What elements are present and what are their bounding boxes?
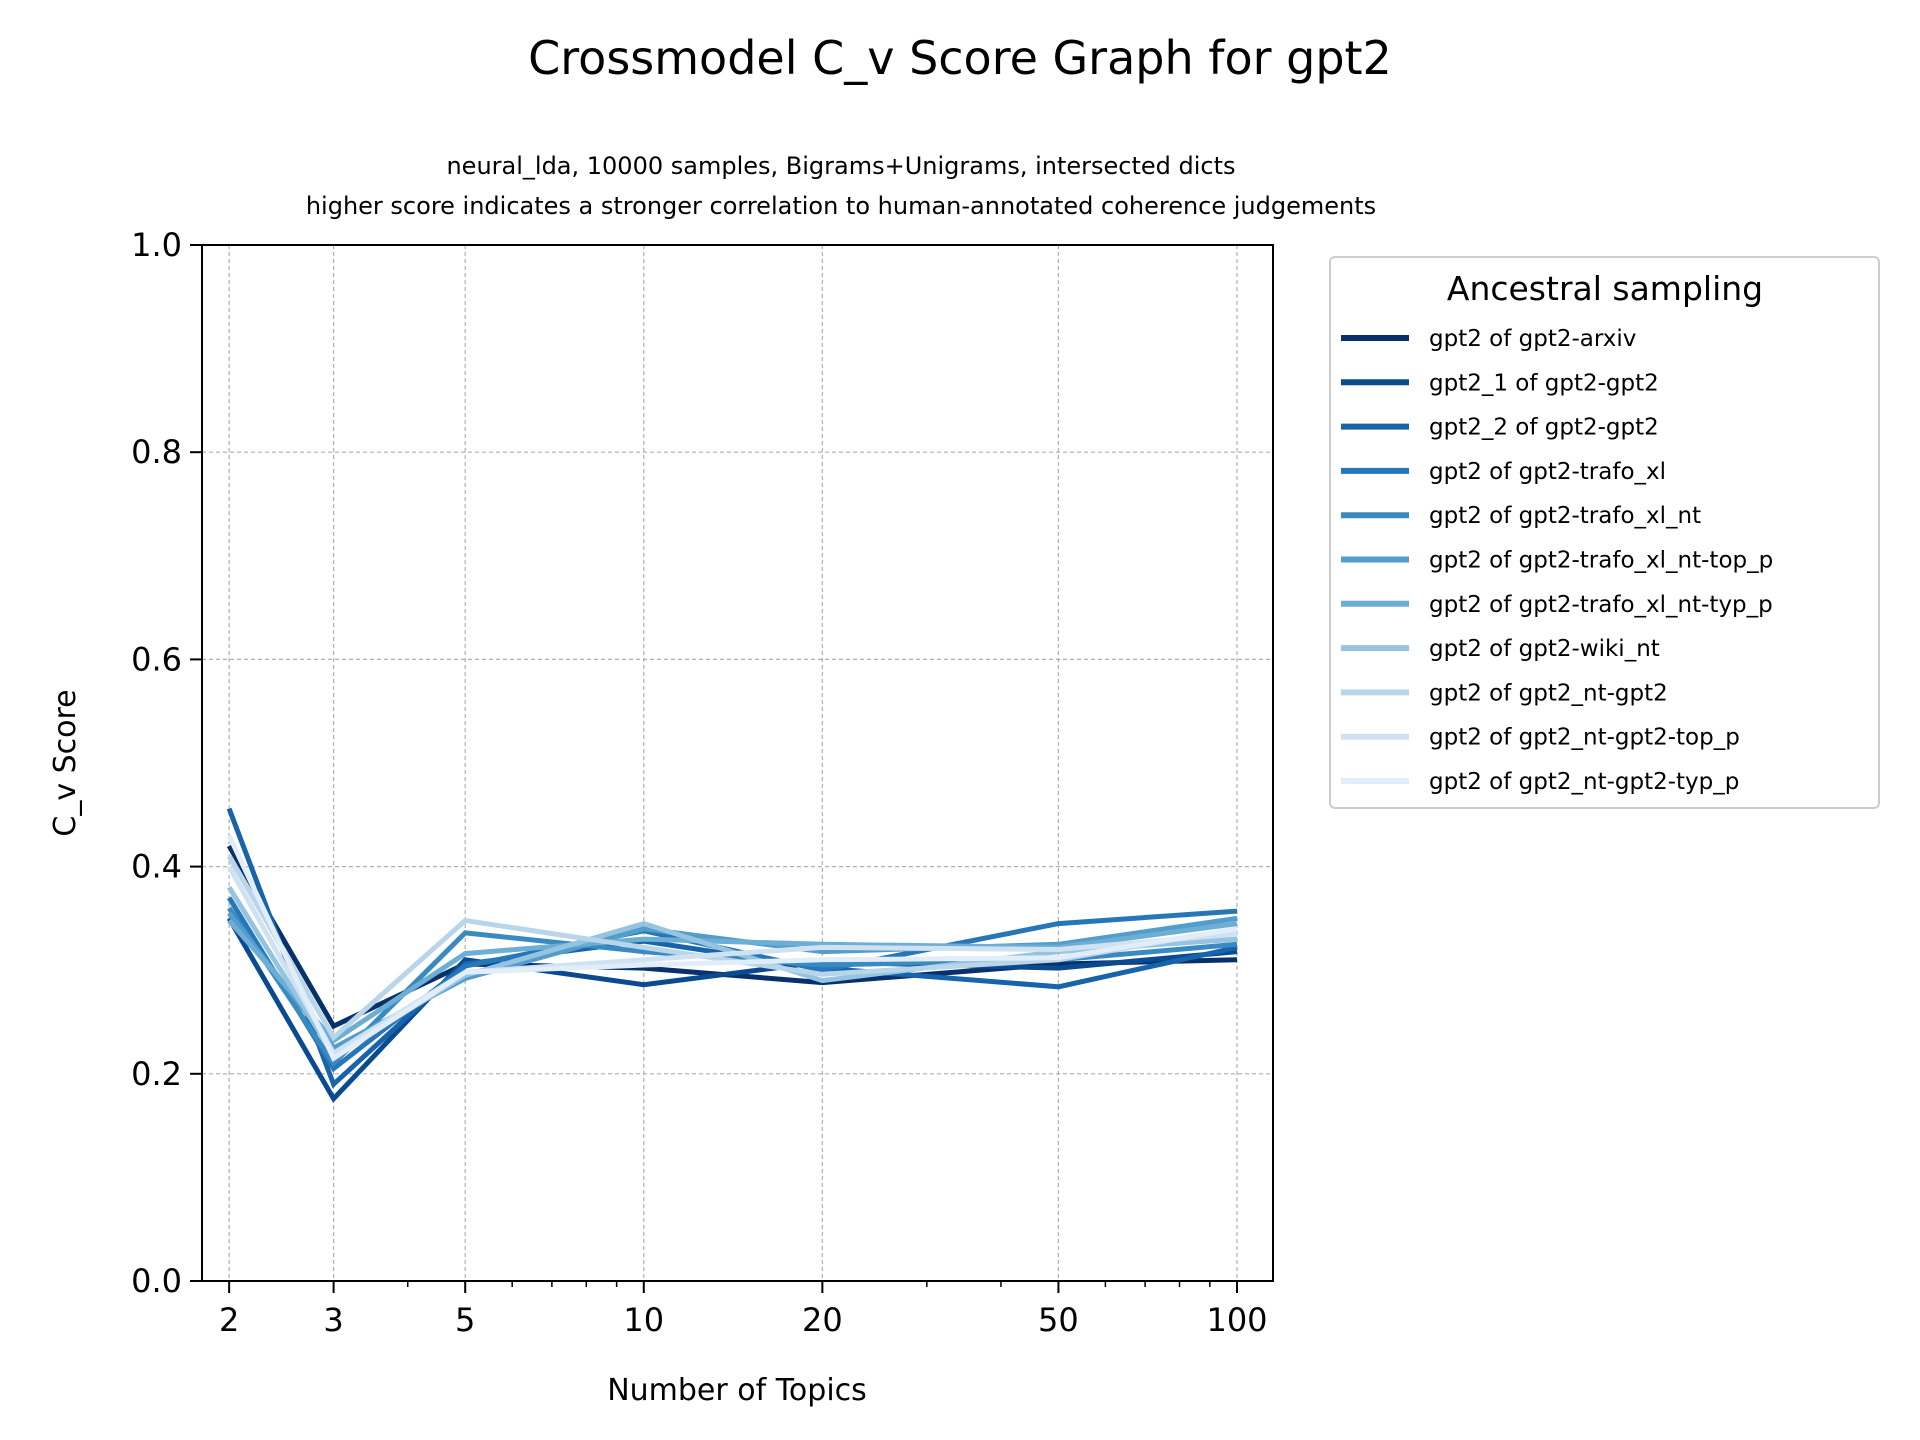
legend-label: gpt2 of gpt2_nt-gpt2 [1429, 680, 1668, 706]
plot-frame [201, 244, 1274, 1282]
legend-label: gpt2_2 of gpt2-gpt2 [1429, 415, 1659, 441]
series-lines [226, 807, 1238, 1103]
x-tick-label: 5 [455, 1301, 475, 1339]
legend-label: gpt2 of gpt2-trafo_xl_nt-typ_p [1429, 592, 1773, 618]
series-line-1 [226, 844, 1238, 1030]
legend-box [1329, 256, 1880, 809]
series-line-2 [226, 917, 1238, 1103]
legend-label: gpt2 of gpt2_nt-gpt2-typ_p [1429, 769, 1739, 795]
y-tick-label: 0.0 [131, 1262, 182, 1300]
y-axis-label: C_v Score [48, 689, 83, 836]
legend-title: Ancestral sampling [1447, 269, 1763, 308]
y-tick-label: 0.2 [131, 1055, 182, 1093]
legend-label: gpt2 of gpt2-wiki_nt [1429, 636, 1660, 662]
x-tick-label: 3 [323, 1301, 343, 1339]
legend-label: gpt2 of gpt2-trafo_xl_nt [1429, 503, 1701, 529]
x-axis-label: Number of Topics [607, 1373, 867, 1408]
chart-subtitle-line-2: higher score indicates a stronger correl… [306, 192, 1376, 220]
y-tick-label: 0.6 [131, 640, 182, 678]
x-tick-label: 20 [802, 1301, 843, 1339]
legend-label: gpt2 of gpt2-trafo_xl_nt-top_p [1429, 548, 1773, 574]
legend-label: gpt2_1 of gpt2-gpt2 [1429, 370, 1659, 396]
legend-items: gpt2 of gpt2-arxiv gpt2_1 of gpt2-gpt2 gpt… [1341, 326, 1773, 795]
x-tick-label: 50 [1038, 1301, 1079, 1339]
y-tick-label: 0.4 [131, 848, 182, 886]
x-axis: 2 3 5 10 20 50 100 [219, 1281, 1268, 1339]
legend-label: gpt2 of gpt2-trafo_xl [1429, 459, 1666, 485]
x-minor-ticks [406, 1281, 1211, 1287]
y-tick-label: 0.8 [131, 433, 182, 471]
chart-title: Crossmodel C_v Score Graph for gpt2 [528, 31, 1392, 85]
legend-label: gpt2 of gpt2-arxiv [1429, 326, 1636, 352]
chart-subtitle-line-1: neural_lda, 10000 samples, Bigrams+Unigr… [446, 152, 1235, 180]
legend: Ancestral sampling gpt2 of gpt2-arxivgpt… [1329, 256, 1880, 809]
y-axis: 0.0 0.2 0.4 0.6 0.8 1.0 [131, 226, 202, 1300]
series-line-6 [227, 911, 1238, 1052]
grid [202, 245, 1273, 1281]
legend-label: gpt2 of gpt2_nt-gpt2-top_p [1429, 725, 1740, 751]
y-tick-label: 1.0 [131, 226, 182, 264]
series-line-11 [226, 834, 1238, 1062]
x-tick-label: 2 [219, 1301, 239, 1339]
x-tick-label: 100 [1206, 1301, 1267, 1339]
x-tick-label: 10 [623, 1301, 664, 1339]
